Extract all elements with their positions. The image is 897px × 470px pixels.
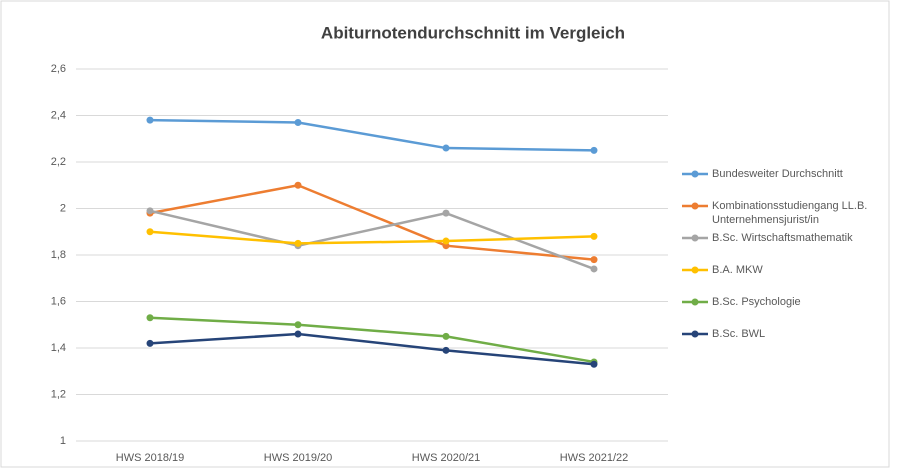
series-line	[149, 230, 595, 245]
data-point	[146, 116, 154, 124]
y-tick-label: 2,4	[51, 109, 66, 121]
x-tick-label: HWS 2019/20	[264, 452, 332, 464]
y-tick-label: 2	[60, 202, 66, 214]
data-point	[442, 332, 450, 340]
legend-label: Bundesweiter Durchschnitt	[712, 168, 843, 180]
series-line	[149, 316, 595, 364]
legend-marker	[691, 330, 699, 338]
data-point	[590, 265, 598, 273]
x-tick-label: HWS 2018/19	[116, 452, 184, 464]
legend-label: B.A. MKW	[712, 264, 763, 276]
data-point	[294, 118, 302, 126]
legend-label: B.Sc. BWL	[712, 328, 766, 340]
legend-marker	[691, 202, 699, 210]
data-point	[442, 346, 450, 354]
data-point	[146, 314, 154, 322]
legend-label: B.Sc. Wirtschaftsmathematik	[712, 232, 853, 244]
data-point	[590, 232, 598, 240]
series-line	[149, 183, 595, 261]
data-point	[590, 360, 598, 368]
legend-marker	[691, 266, 699, 274]
data-point	[294, 321, 302, 329]
data-point	[294, 330, 302, 338]
data-point	[294, 181, 302, 189]
y-tick-label: 2,2	[51, 156, 66, 168]
legend-marker	[691, 298, 699, 306]
legend-marker	[691, 234, 699, 242]
data-point	[442, 209, 450, 217]
data-point	[590, 256, 598, 264]
y-tick-label: 1,2	[51, 388, 66, 400]
legend-label: Kombinationsstudiengang LL.B. Unternehme…	[712, 200, 868, 226]
legend-label: B.Sc. Psychologie	[712, 296, 801, 308]
data-point	[442, 144, 450, 152]
chart-title: Abiturnotendurchschnitt im Vergleich	[321, 23, 625, 42]
data-point	[590, 146, 598, 154]
data-point	[442, 237, 450, 245]
data-point	[294, 239, 302, 247]
legend-marker	[691, 170, 699, 178]
data-point	[146, 207, 154, 215]
y-tick-label: 2,6	[51, 63, 66, 75]
series-line	[149, 332, 595, 366]
y-tick-label: 1	[60, 435, 66, 447]
series-line	[149, 118, 595, 152]
data-point	[146, 228, 154, 236]
series-line	[149, 209, 595, 271]
data-point	[146, 339, 154, 347]
y-tick-label: 1,4	[51, 342, 66, 354]
x-tick-label: HWS 2021/22	[560, 452, 628, 464]
x-tick-label: HWS 2020/21	[412, 452, 480, 464]
y-tick-label: 1,8	[51, 249, 66, 261]
y-tick-label: 1,6	[51, 295, 66, 307]
